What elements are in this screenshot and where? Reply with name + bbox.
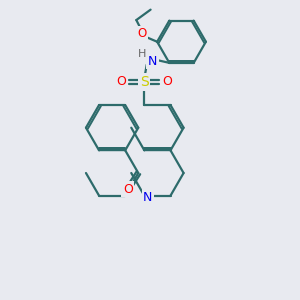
Text: O: O — [123, 183, 133, 196]
Text: O: O — [116, 75, 126, 88]
Text: N: N — [143, 190, 152, 204]
Text: O: O — [162, 75, 172, 88]
Text: O: O — [138, 27, 147, 40]
Text: H: H — [138, 49, 146, 58]
Text: N: N — [148, 55, 158, 68]
Text: S: S — [140, 75, 149, 89]
